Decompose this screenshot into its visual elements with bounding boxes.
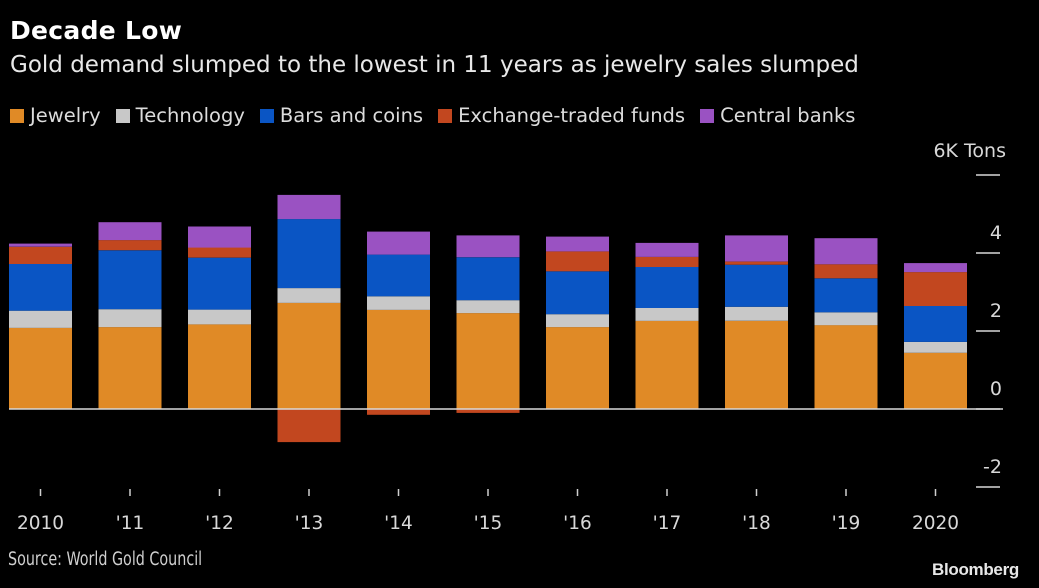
x-tick-label: '12 [205,513,234,534]
x-tick-label: '17 [653,513,682,534]
bar-segment-technology-17 [635,308,699,321]
bar-segment-central-banks-18 [725,235,788,262]
x-tick-label: 2020 [912,513,959,534]
legend-label-etf: Exchange-traded funds [458,104,686,127]
bar-segment-jewelry-2010 [9,327,72,409]
bar-segment-central-banks-13 [277,194,341,220]
bar-segment-bars-and-coins-16 [546,271,609,315]
legend-label-bars-and-coins: Bars and coins [279,104,424,127]
x-tick-label: 2010 [17,513,64,534]
bar-segment-exchange-traded-funds-16 [546,251,609,272]
bar-segment-technology-18 [725,306,788,321]
bar-segment-jewelry-19 [814,325,878,409]
bar-segment-exchange-traded-funds-18 [725,261,788,265]
x-tick-label: '11 [116,513,145,534]
y-tick-label: 4 [990,222,1002,244]
bar-segment-jewelry-13 [277,302,341,409]
bar-segment-central-banks-15 [456,235,520,258]
y-tick-label: 0 [990,378,1002,400]
bar-segment-bars-and-coins-12 [188,257,251,310]
bar-segment-exchange-traded-funds-12 [188,247,251,258]
bar-segment-bars-and-coins-2010 [9,263,72,311]
bar-segment-central-banks-2020 [904,263,967,273]
bar-segment-central-banks-11 [98,222,162,241]
legend-item-jewelry: Jewelry [10,104,101,127]
legend-swatch-technology [115,108,130,123]
bar-segment-bars-and-coins-2020 [904,306,967,342]
legend-label-central-banks: Central banks [720,104,856,127]
bar-segment-technology-2020 [904,341,967,353]
bar-segment-exchange-traded-funds-14 [367,409,430,415]
bar-segment-central-banks-2010 [9,243,72,247]
bar-segment-exchange-traded-funds-2020 [904,272,967,306]
bars-layer [9,194,967,443]
legend-swatch-central-banks [700,108,715,123]
bar-segment-technology-2010 [9,310,72,328]
bar-segment-bars-and-coins-18 [725,264,788,307]
x-tick-label: '14 [384,513,413,534]
y-axis-unit-label: 6K Tons [933,140,1006,162]
legend-item-technology: Technology [115,104,245,127]
bar-segment-technology-12 [188,309,251,325]
bar-segment-jewelry-17 [635,320,699,409]
legend-item-central-banks: Central banks [700,104,855,127]
bar-segment-exchange-traded-funds-19 [814,264,878,279]
bar-segment-central-banks-12 [188,226,251,248]
bar-segment-jewelry-16 [546,327,609,409]
x-tick-label: '19 [832,513,861,534]
bar-segment-jewelry-18 [725,320,788,409]
bar-segment-bars-and-coins-15 [456,257,520,301]
bar-segment-technology-13 [277,288,341,303]
x-tick-label: '18 [742,513,771,534]
bar-segment-exchange-traded-funds-11 [98,240,162,251]
legend-label-technology: Technology [135,104,245,127]
legend-swatch-bars-and-coins [259,108,274,123]
bar-segment-bars-and-coins-11 [98,250,162,310]
bar-segment-jewelry-15 [456,313,520,409]
bar-segment-technology-11 [98,309,162,328]
bar-segment-technology-16 [546,314,609,328]
bar-segment-central-banks-16 [546,236,609,252]
bloomberg-logo: Bloomberg [931,560,1019,579]
legend-swatch-jewelry [10,108,24,123]
bar-segment-technology-15 [456,300,520,314]
bar-segment-technology-14 [367,296,430,310]
x-tick-label: '16 [563,513,592,534]
bar-segment-jewelry-11 [98,327,162,409]
bar-segment-jewelry-2020 [904,352,967,409]
axis-layer: 2010 '11 '12 '13 '14 '15 '16 '17 '18 '19 2020 -2 0 2 4 [9,174,1003,534]
bar-segment-central-banks-17 [635,242,699,257]
bar-segment-bars-and-coins-13 [277,219,341,289]
bar-segment-bars-and-coins-17 [635,267,699,308]
bar-segment-jewelry-14 [367,309,430,409]
source-note: Source: World Gold Council [8,549,203,570]
x-tick-label: '13 [295,513,324,534]
bar-segment-exchange-traded-funds-17 [635,256,699,267]
legend-item-etf: Exchange-traded funds [438,104,685,127]
y-tick-label: 2 [990,300,1002,322]
legend-label-jewelry: Jewelry [30,104,101,127]
bar-segment-bars-and-coins-19 [814,278,878,313]
chart-subtitle: Gold demand slumped to the lowest in 11 … [10,52,859,78]
bar-segment-exchange-traded-funds-2010 [9,246,72,264]
legend: Jewelry Technology Bars and coins Exchan… [10,104,870,127]
bar-segment-jewelry-12 [188,324,251,409]
chart-title: Decade Low [10,16,183,45]
x-tick-label: '15 [474,513,503,534]
bar-segment-technology-19 [814,312,878,326]
bar-segment-exchange-traded-funds-15 [456,409,520,413]
bar-segment-exchange-traded-funds-13 [277,409,341,443]
bar-segment-bars-and-coins-14 [367,254,430,297]
legend-item-bars-and-coins: Bars and coins [259,104,424,127]
legend-swatch-etf [438,108,453,123]
bar-segment-central-banks-19 [814,238,878,265]
y-tick-label: -2 [983,456,1002,478]
bar-segment-central-banks-14 [367,231,430,255]
